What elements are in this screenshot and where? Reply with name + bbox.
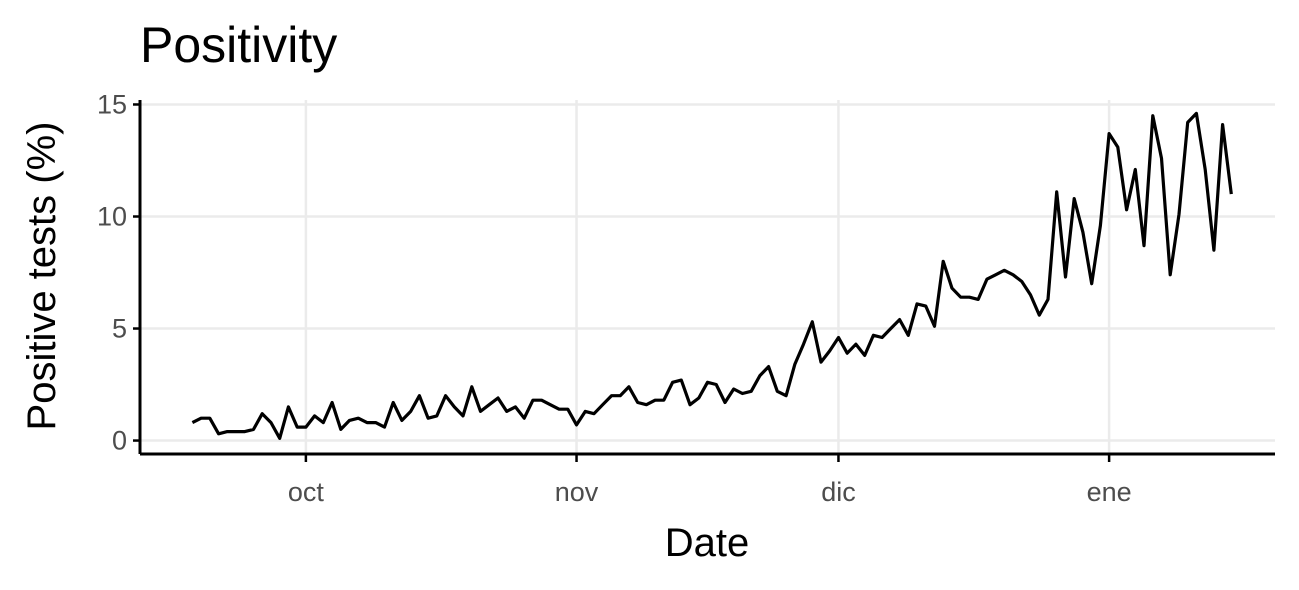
y-tick-label: 5 <box>112 314 127 344</box>
y-axis-title: Positive tests (%) <box>20 122 64 431</box>
series-layer <box>191 111 1233 440</box>
y-tick-label: 15 <box>97 89 127 119</box>
y-tick-label: 0 <box>112 426 127 456</box>
x-axis-title: Date <box>665 521 750 565</box>
axes: 0 5 10 15 oct nov dic ene <box>97 89 1275 507</box>
x-tick-label: nov <box>555 477 599 507</box>
y-tick-label: 10 <box>97 202 127 232</box>
x-tick-label: ene <box>1087 477 1132 507</box>
x-tick-label: dic <box>821 477 856 507</box>
series-line <box>191 111 1233 440</box>
grid <box>140 100 1275 454</box>
chart-title: Positivity <box>140 17 337 73</box>
x-tick-label: oct <box>288 477 325 507</box>
